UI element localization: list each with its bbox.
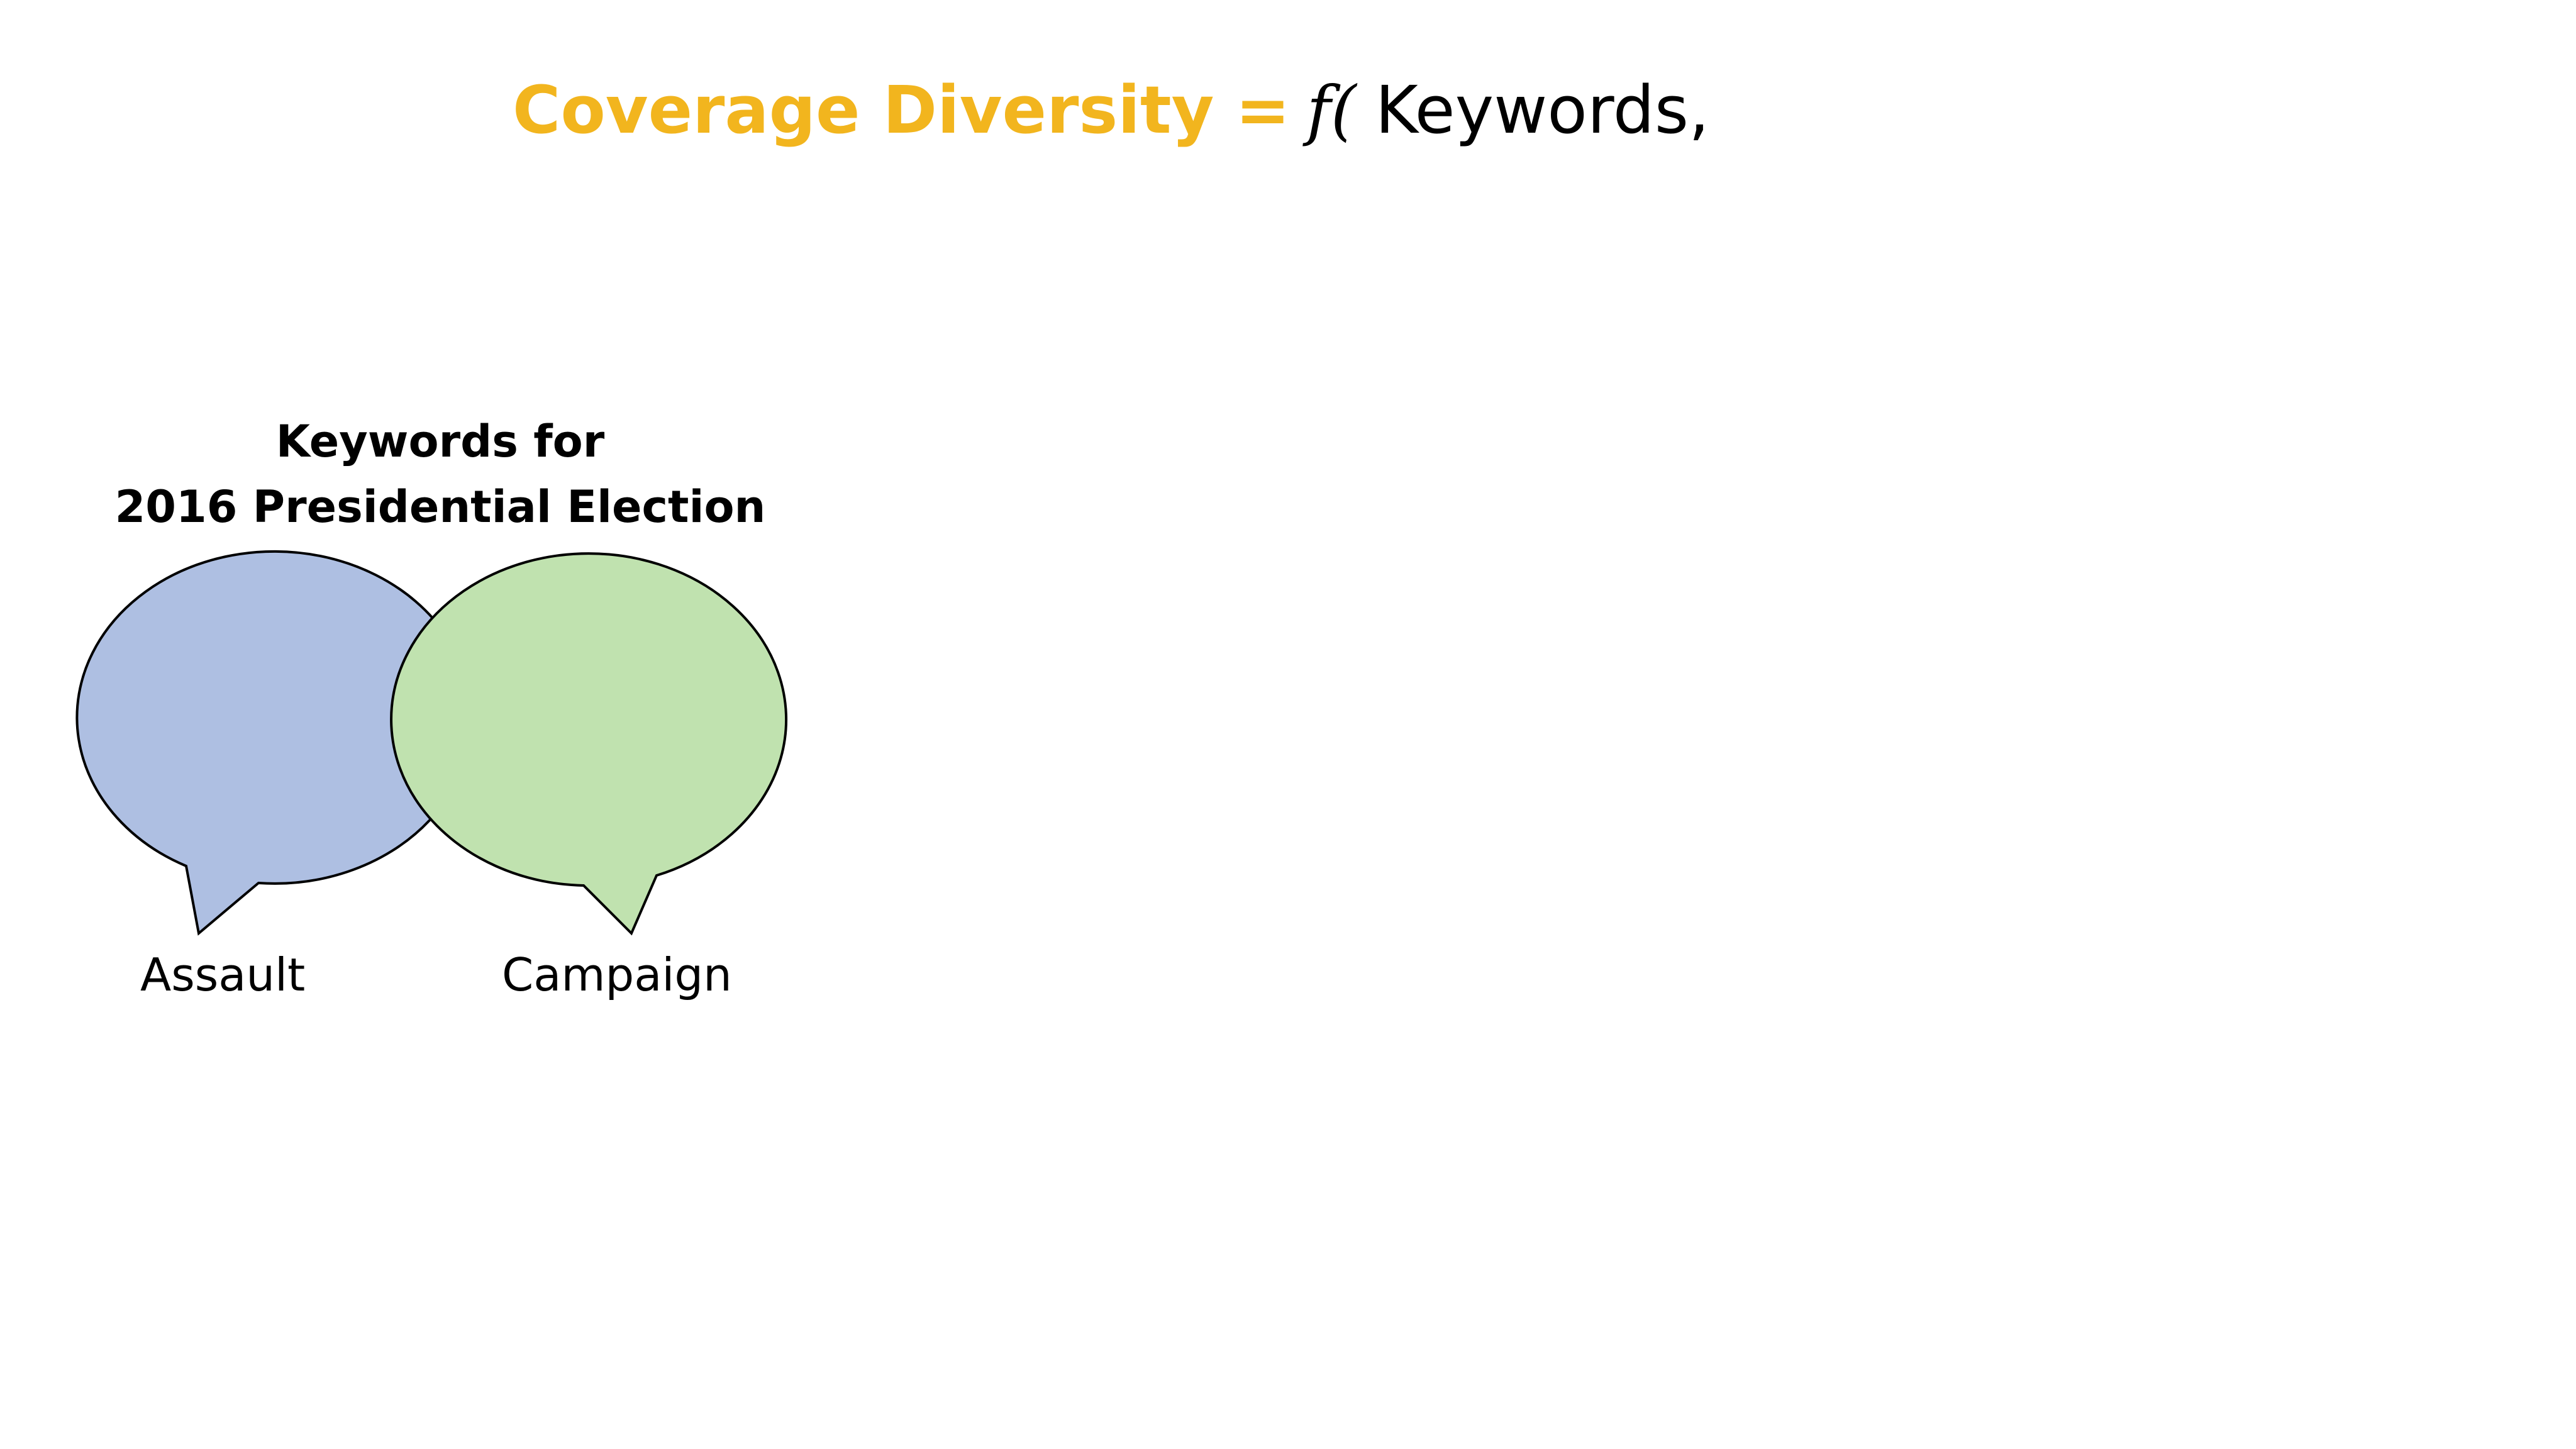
formula: Coverage Diversity = f( Keywords, <box>513 63 1709 157</box>
campaign-speech-bubble <box>390 552 788 936</box>
formula-equals: = <box>1235 72 1291 148</box>
formula-term: Coverage Diversity <box>513 72 1214 148</box>
diagram-title: Keywords for 2016 Presidential Election <box>101 409 780 540</box>
formula-argument: Keywords, <box>1375 72 1710 148</box>
diagram-title-line2: 2016 Presidential Election <box>114 481 766 533</box>
assault-speech-bubble <box>75 550 474 936</box>
diagram-title-line1: Keywords for <box>275 416 605 467</box>
label-campaign: Campaign <box>502 948 732 1001</box>
label-assault: Assault <box>140 948 306 1001</box>
formula-function: f( <box>1306 72 1357 148</box>
